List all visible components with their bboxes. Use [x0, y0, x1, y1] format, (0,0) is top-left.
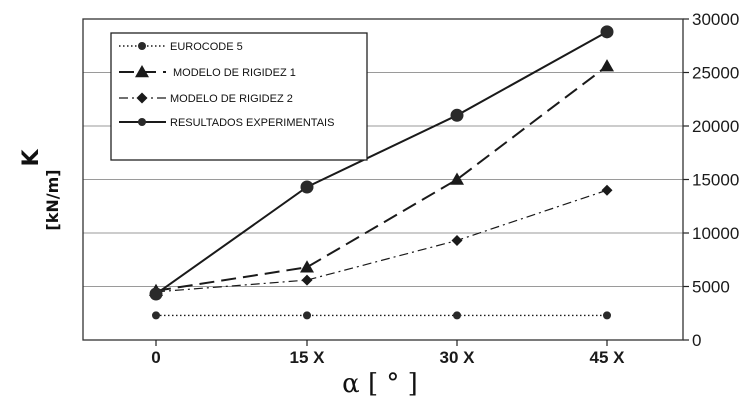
legend-label: MODELO DE RIGIDEZ 1: [173, 67, 296, 79]
data-point: [450, 172, 464, 185]
y-tick-label: 20000: [692, 117, 739, 136]
data-point: [149, 287, 163, 301]
x-tick-label: 15 X: [290, 348, 326, 367]
legend-label: MODELO DE RIGIDEZ 2: [170, 93, 293, 105]
legend: EUROCODE 5 MODELO DE RIGIDEZ 1 MODELO DE R…: [110, 32, 368, 161]
data-point: [453, 311, 461, 320]
data-point: [300, 260, 314, 273]
series-4: [149, 25, 614, 301]
data-point: [603, 311, 611, 320]
y-tick-label: 0: [692, 331, 701, 350]
legend-label: EUROCODE 5: [170, 41, 243, 53]
series-line: [155, 189, 608, 293]
x-axis-label: α [ ° ]: [342, 369, 418, 399]
x-tick-label: 0: [151, 348, 160, 367]
legend-label: RESULTADOS EXPERIMENTAIS: [170, 117, 334, 129]
data-point: [451, 234, 463, 246]
x-tick-label: 30 X: [440, 348, 476, 367]
y-tick-label: 30000: [692, 10, 739, 29]
x-tick-label: 45 X: [590, 348, 626, 367]
data-point: [600, 59, 614, 72]
data-point: [600, 25, 614, 39]
data-point: [450, 108, 464, 122]
y-tick-label: 10000: [692, 224, 739, 243]
plot-border: [82, 18, 684, 341]
data-point: [601, 184, 613, 196]
legend-marker: [136, 92, 148, 104]
legend-box: [110, 32, 368, 161]
legend-marker: [135, 65, 149, 78]
series-line: [155, 65, 608, 292]
y-axis-label: K: [19, 149, 44, 167]
y-tick-label: 5000: [692, 278, 730, 297]
y-tick-label: 25000: [692, 64, 739, 83]
data-point: [300, 180, 314, 194]
series-1: [152, 311, 611, 320]
data-point: [301, 274, 313, 286]
series-3: [150, 184, 613, 298]
y-tick-labels: 0 5000 10000 15000 20000 25000 30000: [692, 10, 739, 350]
legend-marker: [138, 118, 146, 126]
y-tick-label: 15000: [692, 171, 739, 190]
data-point: [152, 311, 160, 320]
plot-frame: [82, 18, 689, 346]
y-axis-unit: [kN/m]: [43, 169, 62, 230]
series-layer: [149, 25, 614, 320]
x-tick-labels: 0 15 X 30 X 45 X: [151, 348, 625, 367]
legend-marker: [138, 42, 146, 50]
series-line: [155, 30, 608, 295]
data-point: [303, 311, 311, 320]
